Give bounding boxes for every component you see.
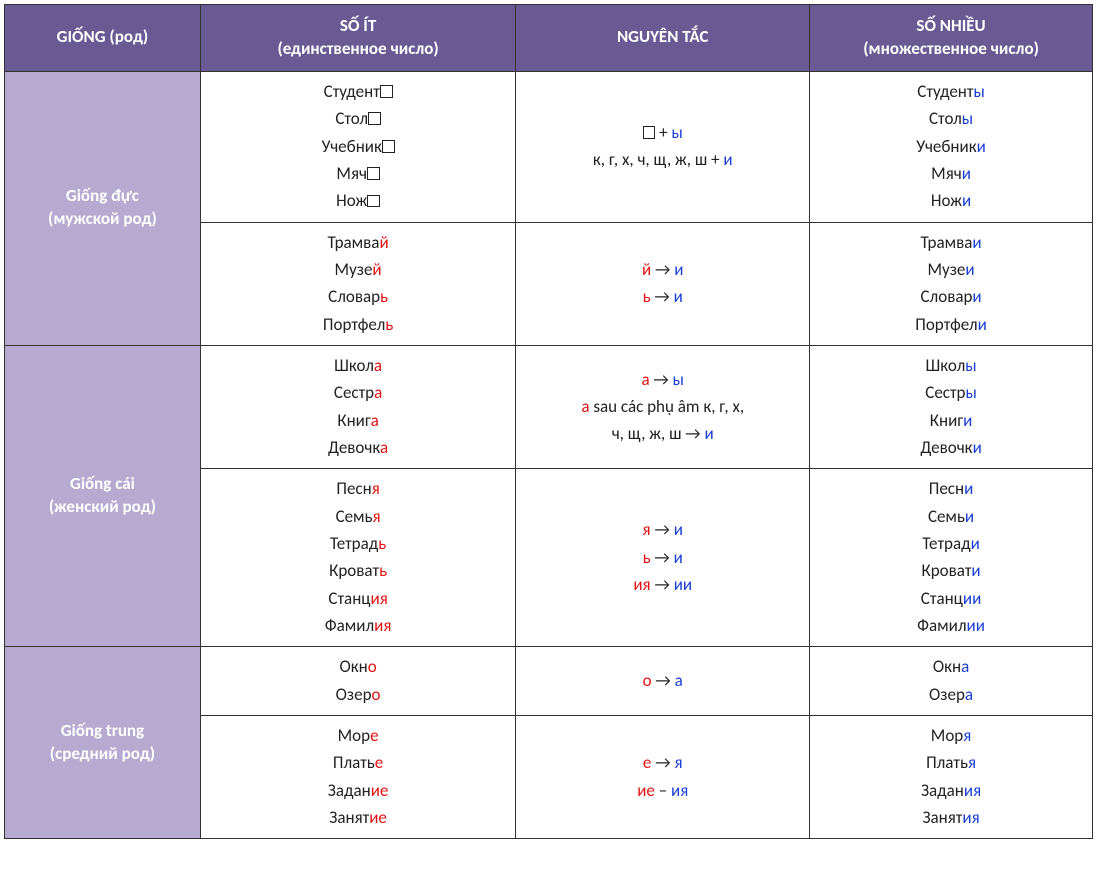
plural-cell: СтудентыСтолыУчебникиМячиНожи (810, 71, 1093, 222)
rule-cell: я → иь → иия → ии (516, 469, 810, 647)
gender-label-feminine: Giống cái(женский род) (5, 345, 201, 646)
singular-cell: ОкноОзеро (200, 647, 516, 716)
gender-label-masculine: Giống đực(мужской род) (5, 71, 201, 345)
header-plural: SỐ NHIỀU(множественное число) (810, 5, 1093, 72)
singular-cell: ПесняСемьяТетрадьКроватьСтанцияФамилия (200, 469, 516, 647)
rule-cell: а → ыа sau các phụ âm к, г, х,ч, щ, ж, ш… (516, 345, 810, 468)
table-row: Giống cái(женский род) ШколаСестраКнигаД… (5, 345, 1093, 468)
header-rule: NGUYÊN TẮC (516, 5, 810, 72)
singular-cell: МореПлатьеЗаданиеЗанятие (200, 716, 516, 839)
plural-cell: МоряПлатьяЗаданияЗанятия (810, 716, 1093, 839)
grammar-table: GIỐNG (род) SỐ ÍT(единственное число) NG… (4, 4, 1093, 839)
singular-cell: СтудентСтолУчебникМячНож (200, 71, 516, 222)
header-row: GIỐNG (род) SỐ ÍT(единственное число) NG… (5, 5, 1093, 72)
plural-cell: ОкнаОзера (810, 647, 1093, 716)
singular-cell: ТрамвайМузейСловарьПортфель (200, 222, 516, 345)
plural-cell: ШколыСестрыКнигиДевочки (810, 345, 1093, 468)
rule-cell: + ык, г, х, ч, щ, ж, ш + и (516, 71, 810, 222)
singular-cell: ШколаСестраКнигаДевочка (200, 345, 516, 468)
plural-cell: ПесниСемьиТетрадиКроватиСтанцииФамилии (810, 469, 1093, 647)
header-singular: SỐ ÍT(единственное число) (200, 5, 516, 72)
rule-cell: е → яие – ия (516, 716, 810, 839)
rule-cell: о → а (516, 647, 810, 716)
table-row: Giống trung(средний род) ОкноОзеро о → а… (5, 647, 1093, 716)
header-gender: GIỐNG (род) (5, 5, 201, 72)
gender-label-neuter: Giống trung(средний род) (5, 647, 201, 839)
plural-cell: ТрамваиМузеиСловариПортфели (810, 222, 1093, 345)
table-row: Giống đực(мужской род) СтудентСтолУчебни… (5, 71, 1093, 222)
rule-cell: й → иь → и (516, 222, 810, 345)
